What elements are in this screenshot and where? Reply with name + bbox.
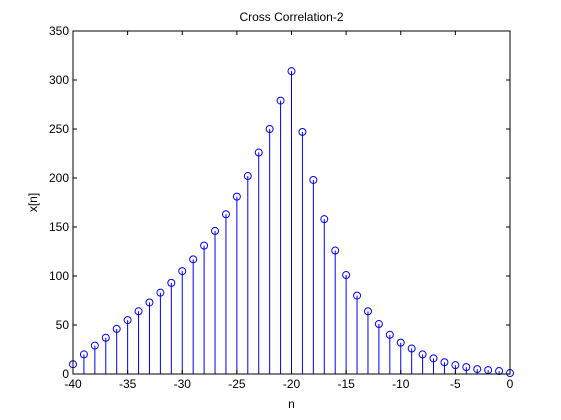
y-tick-label: 50 bbox=[56, 318, 70, 332]
y-tick-label: 300 bbox=[49, 73, 69, 87]
stem-marker bbox=[189, 255, 198, 264]
y-tick-label: 200 bbox=[49, 171, 69, 185]
y-tick-label: 350 bbox=[49, 24, 69, 38]
y-tick-label: 250 bbox=[49, 122, 69, 136]
x-tick-label: -15 bbox=[337, 377, 355, 391]
x-tick-label: -35 bbox=[119, 377, 137, 391]
stem-marker bbox=[123, 316, 132, 325]
stem-marker bbox=[363, 307, 372, 316]
stem-marker bbox=[276, 96, 285, 105]
x-tick-label: -40 bbox=[64, 377, 82, 391]
stem-marker bbox=[254, 148, 263, 157]
chart-title: Cross Correlation-2 bbox=[239, 10, 343, 24]
stem-marker bbox=[243, 172, 252, 181]
stem-marker bbox=[298, 127, 307, 136]
stem-marker bbox=[101, 333, 110, 342]
stem-marker bbox=[462, 363, 471, 372]
stem-series bbox=[69, 67, 514, 378]
stem-marker bbox=[418, 350, 427, 359]
x-tick-label: -5 bbox=[450, 377, 461, 391]
y-tick-label: 100 bbox=[49, 269, 69, 283]
stem-marker bbox=[473, 365, 482, 374]
stem-marker bbox=[385, 330, 394, 339]
x-tick-label: 0 bbox=[507, 377, 514, 391]
stem-marker bbox=[309, 175, 318, 184]
y-axis-label: x[n] bbox=[26, 193, 40, 212]
stem-marker bbox=[232, 192, 241, 201]
x-tick-label: -20 bbox=[283, 377, 301, 391]
stem-marker bbox=[112, 324, 121, 333]
x-tick-label: -30 bbox=[174, 377, 192, 391]
stem-marker bbox=[495, 367, 504, 376]
stem-marker bbox=[90, 341, 99, 350]
stem-marker bbox=[79, 350, 88, 359]
y-tick-label: 0 bbox=[62, 367, 69, 381]
stem-marker bbox=[331, 246, 340, 255]
stem-marker bbox=[200, 241, 209, 250]
stem-marker bbox=[145, 298, 154, 307]
stem-marker bbox=[221, 210, 230, 219]
x-axis-label: n bbox=[288, 397, 295, 411]
stem-marker bbox=[353, 291, 362, 300]
x-tick-label: -10 bbox=[392, 377, 410, 391]
stem-marker bbox=[374, 320, 383, 329]
y-tick-label: 150 bbox=[49, 220, 69, 234]
stem-marker bbox=[320, 215, 329, 224]
stem-marker bbox=[440, 358, 449, 367]
stem-marker bbox=[265, 125, 274, 133]
stem-marker bbox=[156, 288, 165, 297]
stem-marker bbox=[451, 361, 460, 370]
stem-marker bbox=[211, 226, 220, 235]
stem-marker bbox=[287, 67, 296, 76]
stem-marker bbox=[134, 307, 143, 316]
stem-marker bbox=[342, 271, 351, 280]
x-tick-label: -25 bbox=[228, 377, 246, 391]
axis-ticks: -40 -35 -30 -25 -20 -15 -10 -5 0 0 50 100 150 200 250 3… bbox=[49, 24, 514, 391]
stem-marker bbox=[167, 278, 176, 287]
stem-marker bbox=[407, 344, 416, 353]
stem-marker bbox=[429, 354, 438, 363]
stem-marker bbox=[178, 267, 187, 276]
stem-marker bbox=[396, 338, 405, 347]
